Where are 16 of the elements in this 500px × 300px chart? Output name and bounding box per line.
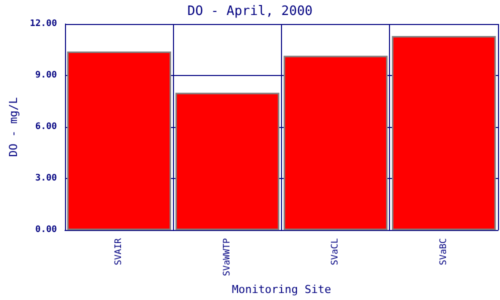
- bar: [67, 51, 172, 230]
- y-tick-label: 9.00: [35, 70, 57, 81]
- y-tick-label: 6.00: [35, 122, 57, 132]
- y-tick-label: 0.00: [35, 225, 57, 236]
- x-axis-title: Monitoring Site: [232, 283, 332, 296]
- bar: [392, 36, 496, 230]
- x-tick-label: SVaCL: [330, 238, 341, 266]
- y-tick-label: 3.00: [35, 174, 57, 184]
- x-tick-label: SVaWWTP: [222, 238, 232, 276]
- bar: [175, 92, 280, 230]
- y-axis-title: DO - mg/L: [7, 96, 20, 157]
- x-tick-label: SVAIR: [114, 238, 124, 266]
- y-tick-label: 12.00: [30, 19, 57, 29]
- bar: [284, 56, 388, 230]
- x-tick-label: SVaBC: [438, 238, 449, 266]
- chart-title: DO - April, 2000: [187, 4, 313, 19]
